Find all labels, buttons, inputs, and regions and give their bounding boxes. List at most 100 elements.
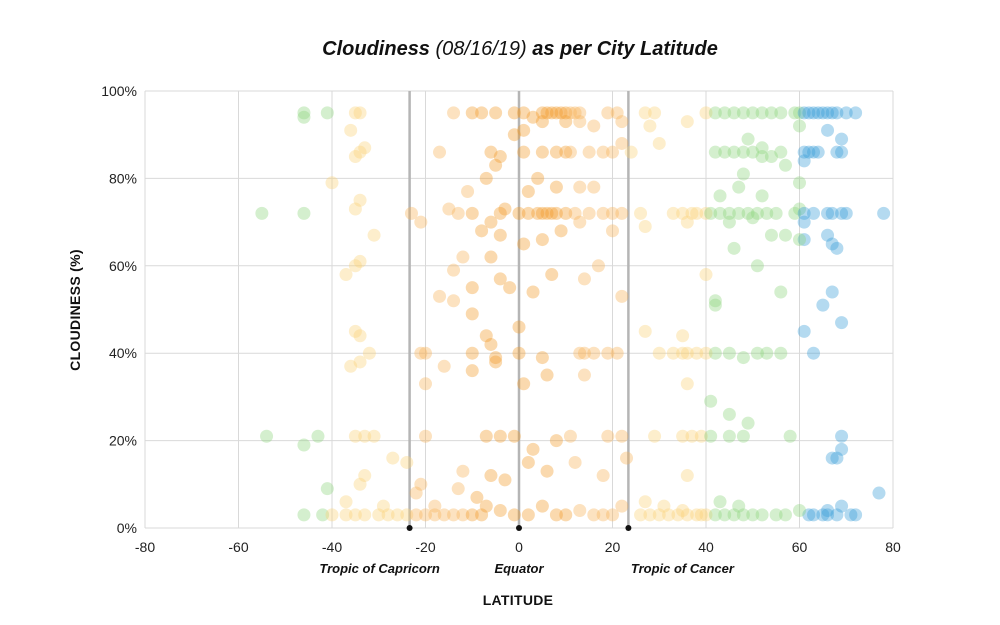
data-point <box>708 508 722 522</box>
data-point <box>568 206 582 220</box>
data-point <box>680 508 694 522</box>
x-tick-label: -80 <box>135 539 155 555</box>
data-point <box>727 106 741 120</box>
x-tick-labels: -80 -60 -40 -20 0 20 40 60 80 <box>135 539 901 555</box>
data-point <box>512 346 526 360</box>
data-point <box>297 110 311 124</box>
data-point <box>835 206 849 220</box>
data-point <box>339 495 353 509</box>
data-point <box>732 180 746 194</box>
data-point <box>704 429 718 443</box>
data-point <box>535 106 549 120</box>
data-point <box>367 228 381 242</box>
data-point <box>634 206 648 220</box>
data-point <box>788 106 802 120</box>
data-point <box>830 145 844 159</box>
data-point <box>582 145 596 159</box>
data-point <box>783 429 797 443</box>
data-point <box>769 206 783 220</box>
data-point <box>587 180 601 194</box>
data-point <box>419 508 432 522</box>
data-point <box>764 150 778 164</box>
data-point <box>746 145 760 159</box>
data-point <box>643 508 657 522</box>
data-point <box>535 115 549 129</box>
data-point <box>442 202 456 216</box>
data-point <box>479 429 493 443</box>
data-point <box>807 145 821 159</box>
data-point <box>732 206 746 220</box>
data-point <box>437 359 451 373</box>
data-point <box>750 346 764 360</box>
data-point <box>727 241 741 255</box>
data-point <box>507 429 521 443</box>
data-point <box>535 206 549 220</box>
data-point <box>648 106 662 120</box>
data-point <box>414 477 428 491</box>
data-point <box>596 469 610 483</box>
data-point <box>465 346 479 360</box>
data-point <box>348 429 362 443</box>
data-point <box>475 224 489 238</box>
data-point <box>690 206 704 220</box>
data-point <box>573 346 587 360</box>
data-point <box>545 206 559 220</box>
data-point <box>807 106 821 120</box>
y-tick-label: 20% <box>109 433 137 449</box>
data-point <box>676 346 690 360</box>
data-point <box>760 346 774 360</box>
data-point <box>797 154 811 168</box>
data-point <box>830 451 844 465</box>
data-point <box>774 346 788 360</box>
y-axis-title: CLOUDINESS (%) <box>67 249 83 371</box>
data-point <box>554 106 568 120</box>
y-tick-label: 40% <box>109 345 137 361</box>
data-point <box>493 272 507 286</box>
data-point <box>507 128 521 142</box>
data-point <box>774 106 788 120</box>
data-point <box>475 106 489 120</box>
data-point <box>722 407 736 421</box>
data-point <box>549 106 563 120</box>
data-point <box>503 281 517 295</box>
data-point <box>255 206 269 220</box>
data-point <box>596 508 610 522</box>
data-point <box>821 228 835 242</box>
data-point <box>750 259 764 273</box>
data-point <box>746 106 760 120</box>
data-point <box>601 106 615 120</box>
data-point <box>479 329 493 343</box>
data-point <box>559 115 573 129</box>
x-tick-label: 60 <box>792 539 808 555</box>
data-point <box>750 206 764 220</box>
data-point <box>573 215 587 229</box>
data-point <box>774 285 788 299</box>
data-point <box>849 106 863 120</box>
data-point <box>465 307 479 321</box>
data-point <box>568 455 582 469</box>
data-point <box>484 469 498 483</box>
chart-title: Cloudiness (08/16/19) as per City Latitu… <box>322 38 718 60</box>
data-point <box>816 298 830 312</box>
data-point <box>694 508 708 522</box>
data-point <box>606 145 619 159</box>
data-point <box>344 359 358 373</box>
reference-marker <box>406 525 413 531</box>
data-point <box>671 508 685 522</box>
data-point <box>699 508 713 522</box>
data-point <box>788 206 802 220</box>
data-point <box>353 329 367 343</box>
data-point <box>493 429 507 443</box>
data-point <box>652 346 666 360</box>
data-point <box>493 206 507 220</box>
data-point <box>741 206 755 220</box>
data-point <box>577 272 591 286</box>
data-point <box>498 202 512 216</box>
data-point <box>563 145 577 159</box>
data-point <box>877 206 891 220</box>
data-point <box>844 508 858 522</box>
data-point <box>465 106 479 120</box>
x-tick-label: 20 <box>605 539 621 555</box>
data-point <box>722 215 736 229</box>
data-point <box>835 442 849 456</box>
